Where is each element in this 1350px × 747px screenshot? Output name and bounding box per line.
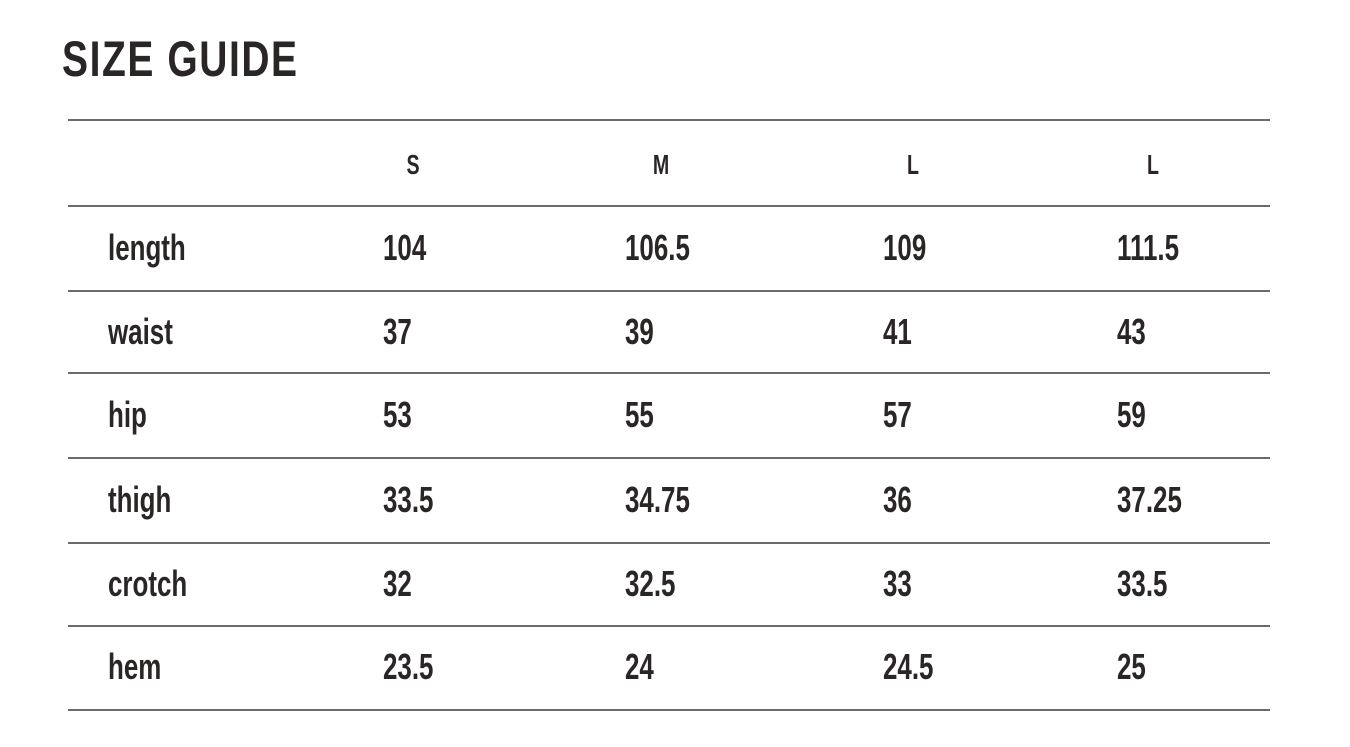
column-header-s: S: [406, 149, 420, 180]
table-rule: [68, 457, 1270, 459]
table-cell: 109: [883, 227, 927, 268]
table-cell: 55: [625, 394, 654, 435]
table-cell: 34.75: [625, 479, 690, 520]
table-rule: [68, 372, 1270, 374]
table-cell: 36: [883, 479, 912, 520]
row-label: crotch: [108, 563, 188, 604]
table-cell: 111.5: [1117, 227, 1180, 268]
table-cell: 32: [383, 563, 412, 604]
table-cell: 53: [383, 394, 412, 435]
table-cell: 23.5: [383, 646, 434, 687]
table-cell: 57: [883, 394, 912, 435]
table-cell: 33: [883, 563, 912, 604]
table-rule: [68, 625, 1270, 627]
row-label: hip: [108, 394, 147, 435]
table-rule: [68, 205, 1270, 207]
row-label: length: [108, 227, 186, 268]
table-cell: 33.5: [383, 479, 434, 520]
table-cell: 33.5: [1117, 563, 1168, 604]
table-cell: 32.5: [625, 563, 676, 604]
column-header-m: M: [652, 149, 670, 180]
table-cell: 41: [883, 311, 912, 352]
row-label: hem: [108, 646, 162, 687]
table-cell: 37.25: [1117, 479, 1182, 520]
row-label: waist: [108, 311, 173, 352]
table-rule: [68, 542, 1270, 544]
table-cell: 24: [625, 646, 654, 687]
table-cell: 104: [383, 227, 427, 268]
table-rule: [68, 290, 1270, 292]
table-cell: 59: [1117, 394, 1146, 435]
table-cell: 25: [1117, 646, 1146, 687]
table-cell: 39: [625, 311, 654, 352]
table-cell: 37: [383, 311, 412, 352]
table-cell: 43: [1117, 311, 1146, 352]
table-cell: 24.5: [883, 646, 934, 687]
table-rule: [68, 709, 1270, 711]
page-title: SIZE GUIDE: [62, 31, 299, 87]
table-rule: [68, 119, 1270, 121]
row-label: thigh: [108, 479, 172, 520]
column-header-l: L: [907, 149, 919, 180]
table-cell: 106.5: [625, 227, 690, 268]
column-header-l: L: [1147, 149, 1159, 180]
